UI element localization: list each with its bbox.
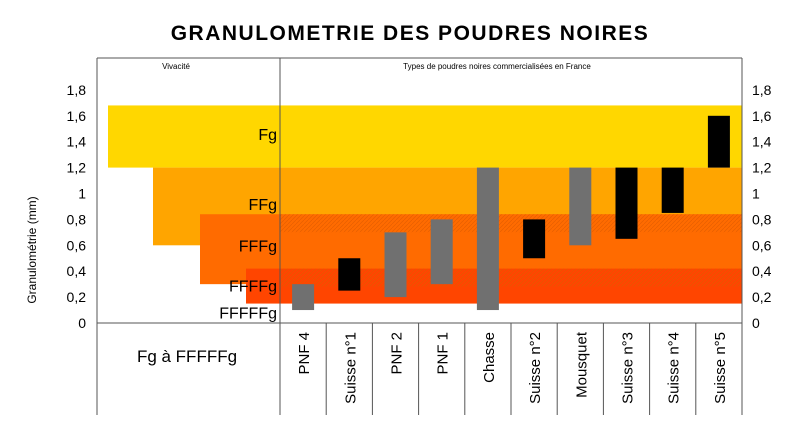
category-label: Mousquet bbox=[573, 331, 590, 398]
category-label: Suisse n°1 bbox=[342, 332, 359, 404]
y-axis-left: 0 0,2 0,4 0,6 0,8 1 1,2 1,4 1,6 1,8 bbox=[67, 82, 87, 331]
bar-pnf-1 bbox=[430, 219, 453, 285]
bar-suisse-n-1 bbox=[338, 258, 361, 291]
bar-pnf-2 bbox=[384, 232, 407, 298]
bar-chasse bbox=[476, 167, 499, 311]
grade-band-fg bbox=[108, 105, 742, 168]
category-label: Suisse n°4 bbox=[666, 332, 683, 404]
y-tick-label-right: 0,4 bbox=[752, 263, 772, 279]
y-tick-label-right: 0,6 bbox=[752, 237, 772, 253]
grade-label-ffffg: FFFFg bbox=[229, 278, 277, 295]
y-axis-label: Granulométrie (mm) bbox=[25, 196, 39, 303]
y-tick-label-left: 0,6 bbox=[67, 237, 87, 253]
product-bars bbox=[292, 115, 730, 311]
bar-mousquet bbox=[569, 167, 592, 246]
left-section-label: Vivacité bbox=[162, 62, 190, 71]
y-tick-label-left: 0,8 bbox=[67, 211, 87, 227]
y-tick-label-right: 1,6 bbox=[752, 108, 772, 124]
y-tick-label-left: 1 bbox=[78, 186, 86, 202]
grade-labels: Fg FFg FFFg FFFFg FFFFFg bbox=[219, 127, 277, 323]
y-tick-label-left: 0 bbox=[78, 315, 86, 331]
y-tick-label-right: 1,2 bbox=[752, 160, 772, 176]
y-tick-label-right: 0,8 bbox=[752, 211, 772, 227]
chart-title: GRANULOMETRIE DES POUDRES NOIRES bbox=[171, 22, 650, 45]
right-section-label: Types de poudres noires commercialisées … bbox=[403, 62, 591, 71]
category-label: PNF 2 bbox=[389, 332, 406, 375]
category-label: Suisse n°3 bbox=[620, 332, 637, 404]
category-labels: PNF 4 Suisse n°1 PNF 2 PNF 1 Chasse Suisse n°… bbox=[296, 331, 729, 404]
bar-suisse-n-5 bbox=[707, 115, 730, 168]
y-tick-label-left: 1,6 bbox=[67, 108, 87, 124]
y-tick-label-left: 1,8 bbox=[67, 82, 87, 98]
grade-band-hatch bbox=[280, 214, 742, 233]
y-tick-label-right: 1,8 bbox=[752, 82, 772, 98]
y-axis-right: 0 0,2 0,4 0,6 0,8 1 1,2 1,4 1,6 1,8 bbox=[752, 82, 772, 331]
category-label: PNF 1 bbox=[435, 332, 452, 375]
y-tick-label-left: 0,2 bbox=[67, 289, 87, 305]
category-label: Suisse n°5 bbox=[712, 332, 729, 404]
bar-suisse-n-3 bbox=[615, 167, 638, 239]
bar-suisse-n-4 bbox=[661, 167, 684, 213]
y-tick-label-right: 0,2 bbox=[752, 289, 772, 305]
grade-label-ffg: FFg bbox=[249, 197, 277, 214]
category-label: PNF 4 bbox=[296, 332, 313, 375]
y-tick-label-right: 1 bbox=[752, 186, 760, 202]
grade-label-fffg: FFFg bbox=[239, 238, 277, 255]
y-tick-label-left: 0,4 bbox=[67, 263, 87, 279]
grade-label-fffffg: FFFFFg bbox=[219, 306, 277, 323]
grade-label-fg: Fg bbox=[258, 127, 277, 144]
y-tick-label-right: 1,4 bbox=[752, 134, 772, 150]
bar-pnf-4 bbox=[292, 284, 315, 311]
grade-bands bbox=[108, 105, 742, 304]
y-tick-label-right: 0 bbox=[752, 315, 760, 331]
chart-frame bbox=[96, 57, 743, 415]
y-tick-label-left: 1,2 bbox=[67, 160, 87, 176]
category-label: Suisse n°2 bbox=[527, 332, 544, 404]
bar-suisse-n-2 bbox=[523, 219, 546, 259]
category-label: Chasse bbox=[481, 332, 498, 383]
left-footer-label: Fg à FFFFFg bbox=[137, 347, 237, 366]
y-tick-label-left: 1,4 bbox=[67, 134, 87, 150]
